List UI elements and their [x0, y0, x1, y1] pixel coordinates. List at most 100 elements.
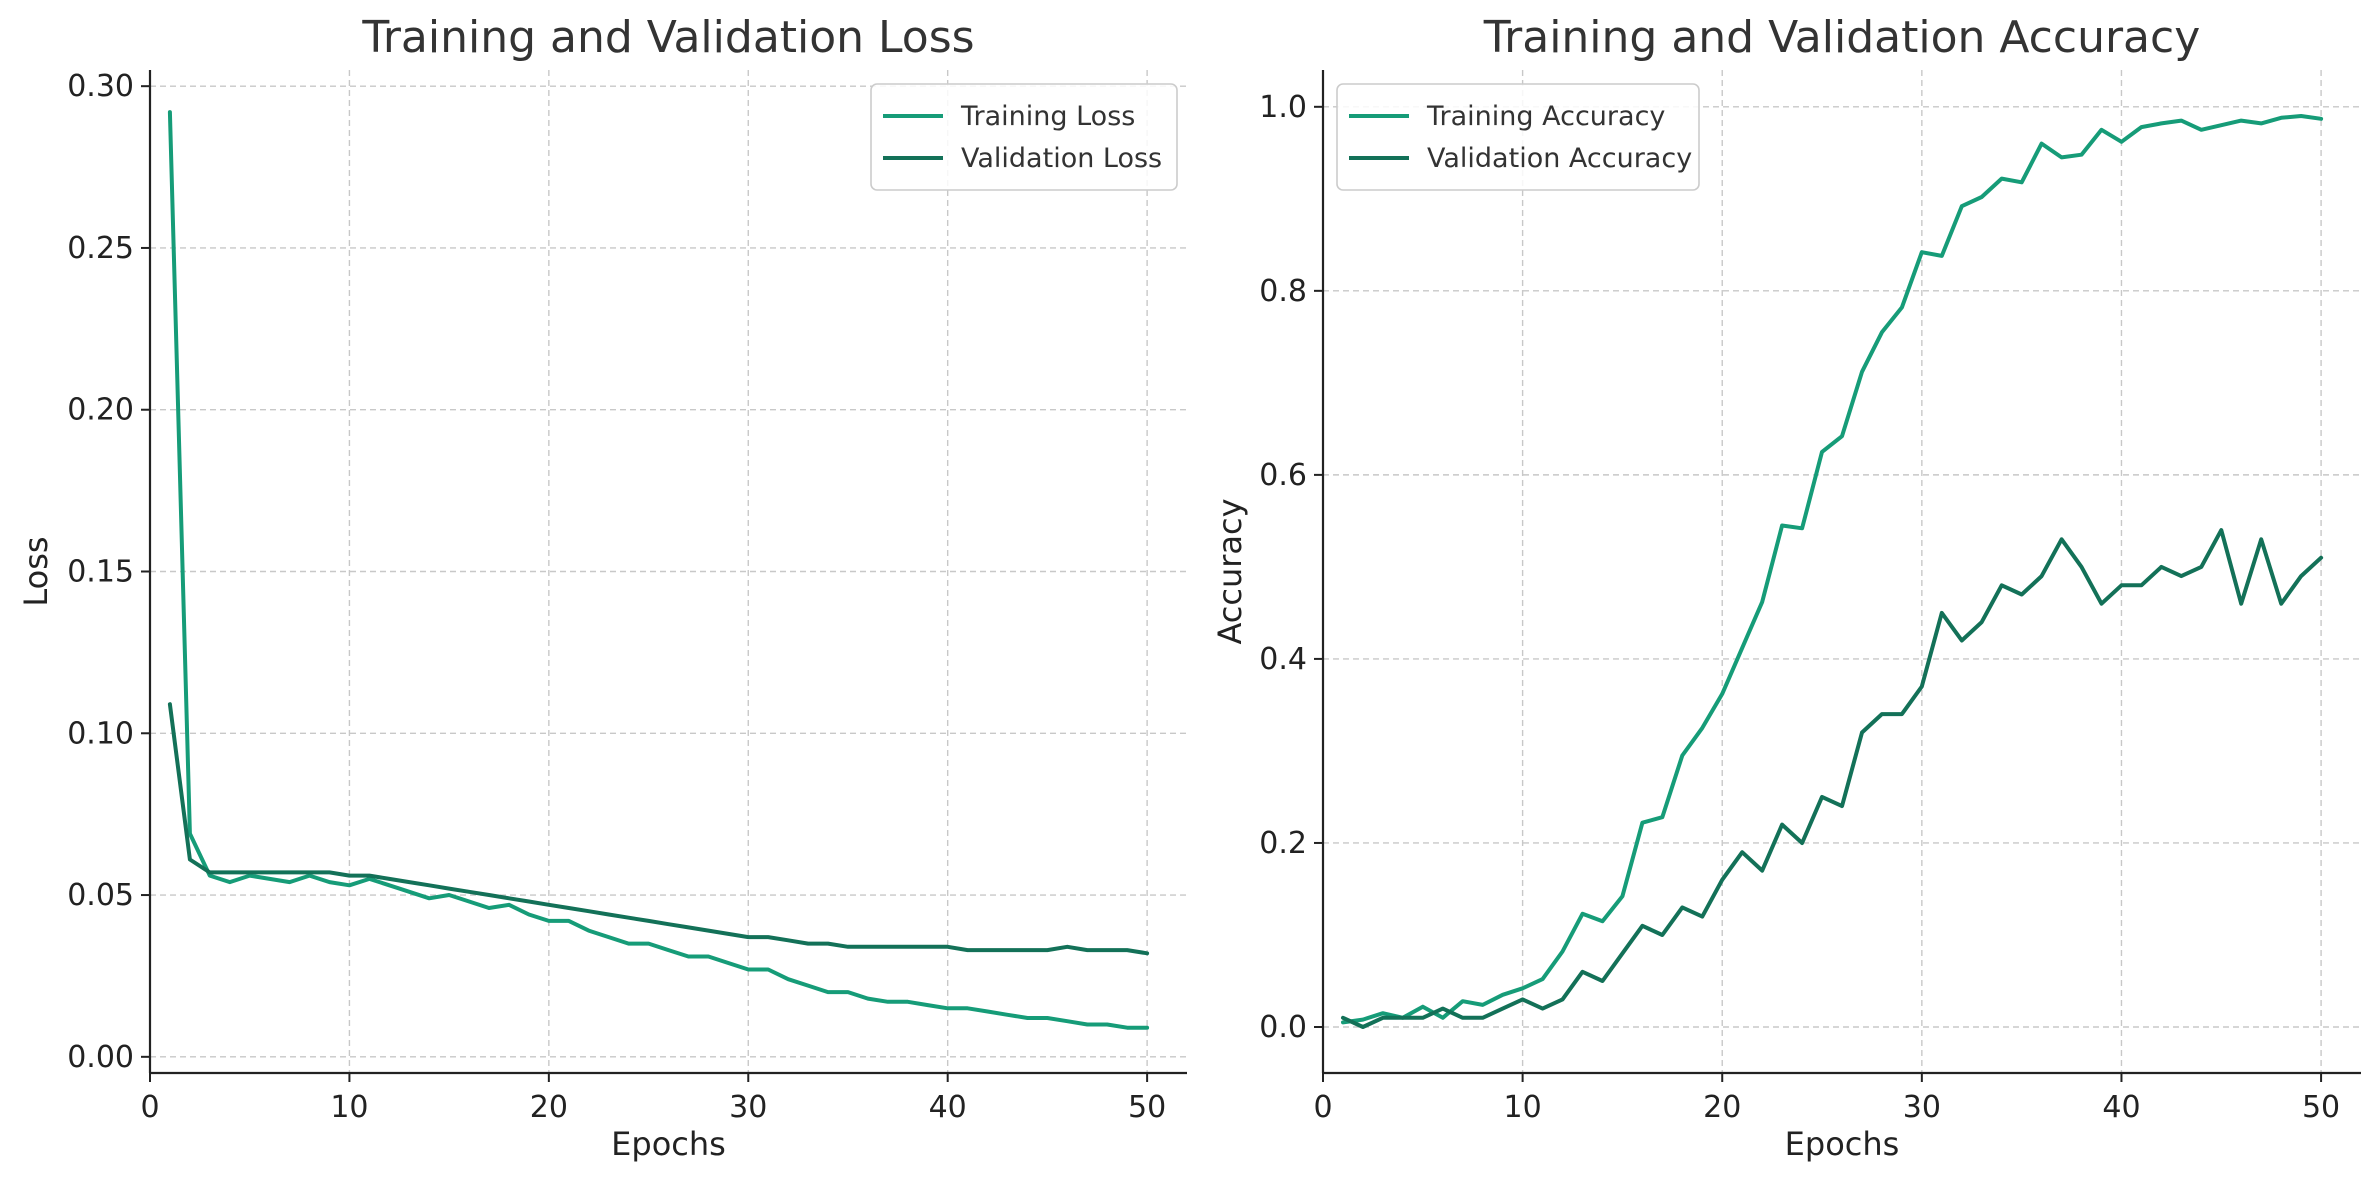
data-point [726, 961, 730, 965]
data-point [2119, 140, 2123, 144]
data-point [2000, 177, 2004, 181]
data-point [1760, 600, 1764, 604]
data-point [1720, 878, 1724, 882]
data-point [467, 890, 471, 894]
x-axis-label: Epochs [611, 1125, 726, 1163]
x-tick-label: 20 [1703, 1090, 1741, 1125]
data-point [806, 984, 810, 988]
data-point [427, 896, 431, 900]
data-point [1860, 370, 1864, 374]
data-point [2319, 556, 2323, 560]
data-point [1341, 1020, 1345, 1024]
data-point [627, 916, 631, 920]
data-point [447, 887, 451, 891]
data-point [228, 880, 232, 884]
data-point [1740, 646, 1744, 650]
y-tick-label: 0.30 [67, 69, 134, 104]
data-point [347, 883, 351, 887]
data-point [1960, 204, 1964, 208]
data-point [527, 912, 531, 916]
data-point [2020, 593, 2024, 597]
data-point [1125, 948, 1129, 952]
y-tick-label: 0.4 [1259, 642, 1307, 677]
y-tick-label: 0.2 [1259, 826, 1307, 861]
data-point [1461, 1016, 1465, 1020]
x-tick-label: 0 [1313, 1090, 1332, 1125]
data-point [966, 948, 970, 952]
data-point [507, 896, 511, 900]
data-point [1361, 1025, 1365, 1029]
data-point [308, 870, 312, 874]
data-point [1006, 1013, 1010, 1017]
data-point [1105, 1022, 1109, 1026]
data-point [766, 967, 770, 971]
data-point [1960, 639, 1964, 643]
chart-title: Training and Validation Accuracy [1483, 12, 2201, 63]
data-point [2199, 128, 2203, 132]
x-axis-label: Epochs [1785, 1125, 1900, 1163]
data-point [387, 883, 391, 887]
data-point [1381, 1011, 1385, 1015]
data-point [2100, 602, 2104, 606]
data-point [188, 857, 192, 861]
data-point [447, 893, 451, 897]
data-point [607, 935, 611, 939]
data-point [667, 922, 671, 926]
data-point [467, 900, 471, 904]
data-point [1105, 948, 1109, 952]
data-point [866, 945, 870, 949]
data-point [826, 990, 830, 994]
series-line [1341, 114, 2324, 1025]
data-point [1800, 526, 1804, 530]
data-point [1561, 950, 1565, 954]
data-point [1660, 815, 1664, 819]
data-point [1125, 1026, 1129, 1030]
data-point [567, 906, 571, 910]
data-point [1481, 1003, 1485, 1007]
data-point [946, 1006, 950, 1010]
data-point [2080, 565, 2084, 569]
y-tick-label: 0.10 [67, 716, 134, 751]
data-point [2219, 123, 2223, 127]
series-1 [1341, 528, 2324, 1029]
y-tick-label: 0.0 [1259, 1010, 1307, 1045]
data-point [1680, 754, 1684, 758]
data-point [1780, 523, 1784, 527]
data-point [1401, 1016, 1405, 1020]
data-point [1145, 1026, 1149, 1030]
data-point [1820, 450, 1824, 454]
data-point [547, 919, 551, 923]
data-point [986, 948, 990, 952]
data-point [2179, 119, 2183, 123]
data-point [1145, 951, 1149, 955]
data-point [1421, 1016, 1425, 1020]
data-point [746, 935, 750, 939]
data-point [2179, 574, 2183, 578]
x-tick-label: 30 [729, 1090, 767, 1125]
data-point [2100, 128, 2104, 132]
y-axis-label: Loss [17, 536, 55, 606]
data-point [746, 967, 750, 971]
data-point [1640, 821, 1644, 825]
legend: Training Loss Validation Loss [870, 83, 1178, 191]
legend-entry: Training Accuracy [1426, 101, 1665, 132]
data-point [1620, 951, 1624, 955]
data-point [367, 874, 371, 878]
data-point [547, 903, 551, 907]
x-tick-label: 50 [1128, 1090, 1166, 1125]
x-tick-label: 10 [330, 1090, 368, 1125]
data-point [1581, 970, 1585, 974]
data-point [1085, 1022, 1089, 1026]
chart-title: Training and Validation Loss [361, 12, 974, 63]
data-point [567, 919, 571, 923]
data-point [2259, 121, 2263, 125]
legend-box [870, 83, 1178, 191]
y-tick-label: 1.0 [1259, 90, 1307, 125]
data-point [2299, 574, 2303, 578]
data-point [2000, 583, 2004, 587]
y-tick-label: 0.20 [67, 393, 134, 428]
data-point [327, 870, 331, 874]
data-point [607, 912, 611, 916]
data-point [1840, 434, 1844, 438]
data-point [1940, 611, 1944, 615]
